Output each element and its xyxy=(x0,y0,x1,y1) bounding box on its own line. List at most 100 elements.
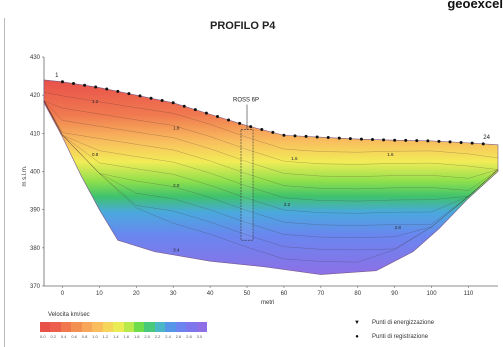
x-tick-label: 50 xyxy=(244,291,251,297)
x-tick-label: 0 xyxy=(61,291,65,297)
legend-swatch xyxy=(165,322,176,332)
legend-swatch xyxy=(144,322,155,332)
legend-tick-label: 0.6 xyxy=(71,334,77,339)
legend-swatch xyxy=(133,322,145,332)
surface-point xyxy=(60,80,64,84)
y-tick-label: 390 xyxy=(30,208,41,214)
legend-tick-label: 1.6 xyxy=(123,334,130,339)
legend-tick-label: 1.0 xyxy=(92,334,98,339)
x-tick-label: 10 xyxy=(96,291,103,297)
legend-tick-label: 0.8 xyxy=(81,334,88,339)
contour-label: 1.6 xyxy=(291,156,298,161)
legend-tick-label: 1.4 xyxy=(113,334,119,339)
x-tick-label: 90 xyxy=(391,291,398,297)
legend-tick-label: 3.0 xyxy=(196,334,203,339)
triangle-down-icon: ▼ xyxy=(354,320,360,326)
surface-point xyxy=(382,138,386,142)
surface-point xyxy=(138,94,142,98)
legend-ticks: 0.0 0.2 0.4 0.6 0.8 1.0 1.2 1.4 1.6 1.8 2.0 2.2 2.4 2… xyxy=(40,334,207,339)
surface-point xyxy=(481,142,485,146)
y-axis-label: m s.l.m. xyxy=(22,165,28,186)
surface-point xyxy=(437,139,441,143)
contour-line xyxy=(43,100,499,191)
surface-point xyxy=(326,136,330,140)
y-tick-label: 420 xyxy=(30,93,41,99)
left-border xyxy=(4,18,5,347)
contour-line xyxy=(43,100,499,251)
surface-point xyxy=(72,82,76,86)
surface-point xyxy=(459,140,463,144)
surface-point xyxy=(315,135,319,139)
legend-color-bar xyxy=(40,322,207,332)
surface-point xyxy=(337,136,341,140)
legend-tick-label: 0.4 xyxy=(60,334,67,339)
legend-tick-label: 2.2 xyxy=(154,334,161,339)
x-tick-label: 100 xyxy=(427,291,438,297)
legend-swatch xyxy=(50,322,61,332)
velocity-section xyxy=(43,79,499,275)
profile-chart: ROSS 6P 1 24 1.2 1.8 0.8 1.6 1.6 2.0 2.2 2.8 3.4 370… xyxy=(22,55,499,306)
surface-point xyxy=(271,130,275,134)
y-tick-label: 400 xyxy=(30,170,41,176)
contour-label: 2.8 xyxy=(395,225,402,230)
surface-point xyxy=(149,96,153,100)
legend-swatch xyxy=(196,322,207,332)
surface-point xyxy=(282,133,286,137)
x-tick-label: 40 xyxy=(207,291,214,297)
legend-tick-label: 2.4 xyxy=(165,334,171,339)
contour-label: 1.2 xyxy=(92,99,99,104)
energization-legend-label: Punti di energizzazione xyxy=(372,320,435,326)
surface-point xyxy=(83,83,87,87)
chart-title: PROFILO P4 xyxy=(210,20,276,32)
surface-point xyxy=(293,134,297,138)
energization-legend: ▼ Punti di energizzazione xyxy=(352,320,434,326)
legend-title: Velocita km/sec xyxy=(48,312,90,318)
legend-swatch xyxy=(40,322,51,332)
surface-point xyxy=(238,121,242,125)
surface-point xyxy=(227,118,231,122)
contour-line xyxy=(43,100,499,214)
legend-swatch xyxy=(81,322,93,332)
legend-swatch xyxy=(175,322,187,332)
contour-line xyxy=(43,100,499,226)
surface-point xyxy=(105,87,109,91)
y-tick-label: 380 xyxy=(30,246,41,252)
recording-legend-label: Punti di registrazione xyxy=(372,334,429,340)
y-tick-label: 410 xyxy=(30,131,41,137)
contour-label: 0.8 xyxy=(92,152,99,157)
contour-label: 3.4 xyxy=(173,248,180,253)
surface-point xyxy=(404,138,408,142)
surface-point xyxy=(160,99,164,103)
x-axis-label: metri xyxy=(261,300,274,306)
surface-point xyxy=(260,128,264,132)
legend-tick-label: 0.0 xyxy=(40,334,46,339)
contour-line xyxy=(43,100,499,202)
surface-point xyxy=(215,115,219,119)
x-tick-label: 110 xyxy=(464,291,474,297)
surface-point xyxy=(304,134,308,138)
surface-point xyxy=(359,137,363,141)
contour-line xyxy=(43,100,499,263)
surface-point xyxy=(371,138,375,142)
recording-legend: ● Punti di registrazione xyxy=(352,334,428,340)
surface-point xyxy=(448,140,452,144)
legend-tick-label: 1.8 xyxy=(133,334,140,339)
x-tick-label: 30 xyxy=(170,291,177,297)
legend-tick-label: 2.8 xyxy=(186,334,192,339)
surface-point xyxy=(249,125,253,129)
y-tick-label: 430 xyxy=(30,55,41,61)
x-tick-label: 80 xyxy=(354,291,361,297)
borehole-label: ROSS 6P xyxy=(233,98,259,104)
contour-line xyxy=(43,100,499,238)
legend-swatch xyxy=(60,322,72,332)
surface-point xyxy=(116,89,120,93)
surface-point xyxy=(127,92,131,96)
surface-point xyxy=(470,141,474,145)
corner-logo-text: geoexcel xyxy=(447,0,503,11)
legend-tick-label: 1.2 xyxy=(102,334,109,339)
contour-line xyxy=(43,100,499,179)
legend-swatch xyxy=(123,322,134,332)
x-tick-label: 70 xyxy=(317,291,324,297)
contour-line xyxy=(43,91,499,159)
legend-swatch xyxy=(71,322,82,332)
